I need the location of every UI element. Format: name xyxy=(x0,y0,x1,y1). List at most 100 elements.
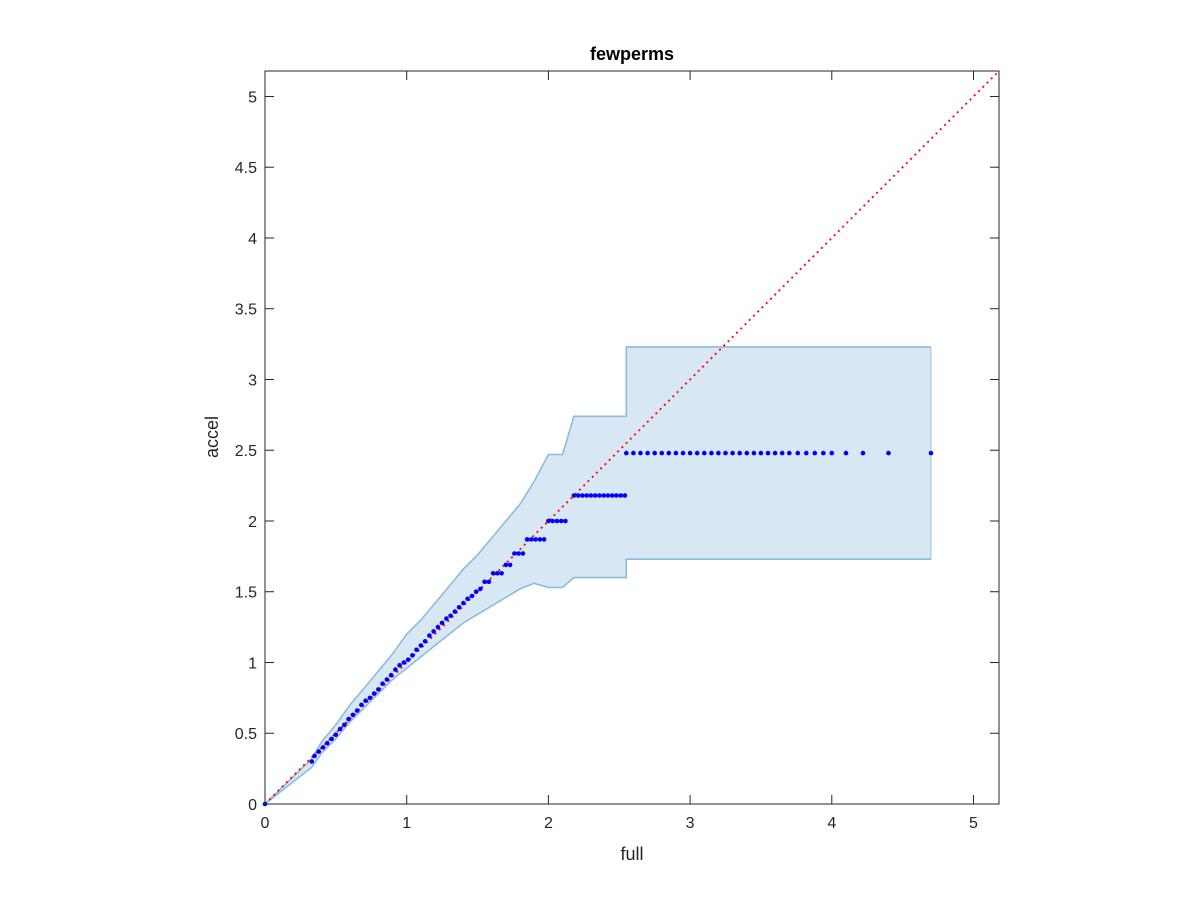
axes-layer: 0 1 2 3 4 5 0 0.5 1 1.5 2 2.5 3 3.5 4 4.5 5 xyxy=(235,70,1000,832)
y-tick-label: 4.5 xyxy=(235,160,257,177)
data-point xyxy=(537,537,543,542)
data-point xyxy=(376,687,381,692)
data-point xyxy=(575,493,581,498)
data-point xyxy=(779,450,785,456)
y-tick-label: 1 xyxy=(248,655,257,672)
data-point xyxy=(516,551,521,556)
data-point xyxy=(546,518,551,524)
data-point xyxy=(422,639,428,644)
data-point xyxy=(723,450,728,456)
x-axis-label: full xyxy=(620,844,643,864)
data-point xyxy=(333,732,339,737)
data-point xyxy=(435,624,441,630)
data-point xyxy=(529,537,534,542)
data-point xyxy=(397,663,402,668)
data-point xyxy=(410,653,415,658)
data-point xyxy=(659,450,665,456)
data-point xyxy=(821,450,826,456)
data-point xyxy=(320,745,326,750)
data-point xyxy=(652,450,657,456)
data-point xyxy=(388,672,394,678)
data-point xyxy=(342,722,347,728)
data-point xyxy=(631,450,636,456)
confidence-band-layer xyxy=(264,346,932,805)
data-point xyxy=(312,753,317,759)
data-point xyxy=(609,493,615,498)
data-point xyxy=(439,620,445,626)
data-point xyxy=(495,571,500,576)
data-point xyxy=(588,493,594,498)
data-point xyxy=(829,450,835,456)
data-point xyxy=(384,677,390,682)
data-point xyxy=(512,551,517,556)
data-point xyxy=(765,450,771,456)
data-point xyxy=(499,571,504,576)
data-point xyxy=(346,716,351,722)
data-point xyxy=(702,450,707,456)
data-point xyxy=(716,450,721,456)
data-point xyxy=(795,450,801,456)
x-tick-label: 5 xyxy=(969,815,978,832)
data-point xyxy=(350,712,356,718)
data-point xyxy=(461,600,466,606)
axes-box xyxy=(264,70,1000,805)
data-point xyxy=(886,450,891,456)
data-point xyxy=(452,609,458,614)
data-point xyxy=(405,657,411,662)
data-point xyxy=(580,493,585,498)
data-point xyxy=(465,596,470,602)
data-point xyxy=(520,551,526,556)
data-points-layer xyxy=(262,450,934,807)
y-tick-label: 5 xyxy=(248,89,257,106)
x-tick-label: 2 xyxy=(544,815,553,832)
data-point xyxy=(503,562,509,568)
data-point xyxy=(380,681,385,686)
data-point xyxy=(563,518,568,524)
y-tick-label: 4 xyxy=(248,231,257,248)
x-tick-label: 0 xyxy=(261,815,270,832)
data-point xyxy=(592,493,598,498)
data-point xyxy=(730,450,735,456)
data-point xyxy=(601,493,606,498)
data-point xyxy=(624,450,629,456)
y-tick-label: 2.5 xyxy=(235,443,257,460)
data-point xyxy=(354,708,360,713)
data-point xyxy=(751,450,757,456)
data-point xyxy=(618,493,623,498)
data-point xyxy=(337,726,343,732)
data-point xyxy=(418,643,424,648)
data-point xyxy=(928,450,934,456)
data-point xyxy=(469,593,475,599)
confidence-band-area xyxy=(265,346,931,804)
data-point xyxy=(478,586,483,592)
data-point xyxy=(507,562,513,568)
data-point xyxy=(645,450,650,456)
data-point xyxy=(860,450,866,456)
y-axis-label: accel xyxy=(202,416,222,458)
data-point xyxy=(772,450,778,456)
data-point xyxy=(367,695,373,701)
data-point xyxy=(325,740,330,746)
reference-line xyxy=(264,70,1000,805)
confidence-band-upper-edge xyxy=(264,346,931,805)
data-point xyxy=(550,518,555,524)
y-tick-label: 1.5 xyxy=(235,585,257,602)
data-point xyxy=(414,647,419,653)
data-point xyxy=(709,450,714,456)
data-point xyxy=(393,667,398,672)
data-point xyxy=(316,749,322,754)
data-point xyxy=(694,450,700,456)
data-point xyxy=(605,493,611,498)
data-point xyxy=(673,450,679,456)
data-point xyxy=(614,493,619,498)
data-point xyxy=(524,537,530,542)
data-point xyxy=(401,660,407,665)
data-point xyxy=(554,518,560,524)
data-point xyxy=(371,691,377,696)
data-point xyxy=(597,493,602,498)
data-point xyxy=(843,450,849,456)
data-point xyxy=(571,493,577,498)
data-point xyxy=(744,450,750,456)
